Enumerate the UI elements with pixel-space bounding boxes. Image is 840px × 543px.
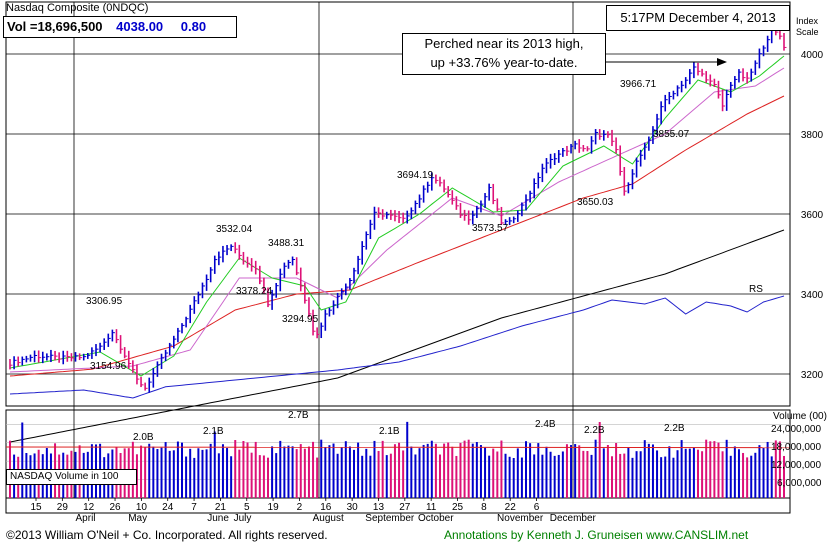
volume-axis-title: Volume (00) bbox=[773, 411, 827, 422]
footer-credit: Annotations by Kenneth J. Gruneisen www.… bbox=[444, 528, 749, 542]
quote-box: Vol =18,696,500 4038.00 0.80 bbox=[3, 16, 237, 38]
date-tick-label: 10 bbox=[136, 502, 148, 513]
footer-copyright: ©2013 William O'Neil + Co. Incorporated.… bbox=[6, 528, 328, 542]
price-tick-label: 3800 bbox=[801, 130, 824, 141]
price-annotation-label: 3694.19 bbox=[397, 170, 434, 181]
date-tick-label: 27 bbox=[399, 502, 411, 513]
scale-label-line-1: Index bbox=[796, 16, 819, 26]
change-readout: 0.80 bbox=[180, 19, 207, 34]
month-label: October bbox=[418, 513, 454, 524]
volume-tick-1: 24,000,000 bbox=[771, 424, 822, 435]
price-annotation-label: 3573.57 bbox=[472, 223, 509, 234]
price-annotation-label: 3966.71 bbox=[620, 79, 657, 90]
price-panel-frame bbox=[5, 1, 791, 407]
rs-label: RS bbox=[749, 284, 763, 295]
date-tick-label: 8 bbox=[481, 502, 487, 513]
date-tick-label: 21 bbox=[215, 502, 227, 513]
date-tick-label: 24 bbox=[162, 502, 174, 513]
volume-readout: Vol =18,696,500 bbox=[7, 19, 103, 34]
date-tick-label: 12 bbox=[83, 502, 95, 513]
price-annotation-label: 3154.96 bbox=[90, 361, 127, 372]
price-tick-label: 3200 bbox=[801, 370, 824, 381]
price-tick-label: 3400 bbox=[801, 290, 824, 301]
date-tick-label: 29 bbox=[57, 502, 69, 513]
date-tick-label: 22 bbox=[505, 502, 517, 513]
annotation-arrow-head bbox=[717, 58, 727, 66]
volume-panel-label: NASDAQ Volume in 100 bbox=[6, 469, 137, 485]
volume-panel-label-text: NASDAQ Volume in 100 bbox=[10, 471, 119, 482]
annotation-line-2: up +33.76% year-to-date. bbox=[430, 55, 578, 70]
volume-tick-3: 12,000,000 bbox=[771, 460, 822, 471]
date-tick-label: 15 bbox=[30, 502, 42, 513]
ma-mid-line bbox=[9, 67, 785, 373]
chart-ticker: (0NDQC) bbox=[102, 2, 149, 14]
volume-tick-2: 18,000,000 bbox=[771, 442, 822, 453]
date-tick-label: 6 bbox=[534, 502, 540, 513]
month-label: April bbox=[76, 513, 96, 524]
price-tick-label: 4000 bbox=[801, 50, 824, 61]
volume-annotation-label: 2.2B bbox=[664, 423, 685, 434]
ma-50-line bbox=[9, 95, 785, 377]
chart-marks bbox=[5, 24, 791, 498]
month-label: November bbox=[497, 513, 544, 524]
annotation-box: Perched near its 2013 high, up +33.76% y… bbox=[402, 33, 606, 75]
month-label: September bbox=[365, 513, 415, 524]
price-annotation-label: 3378.24 bbox=[236, 286, 273, 297]
month-label: December bbox=[550, 513, 597, 524]
volume-annotation-label: 2.7B bbox=[288, 410, 309, 421]
annotation-line-1: Perched near its 2013 high, bbox=[424, 36, 584, 51]
price-annotation-label: 3650.03 bbox=[577, 197, 614, 208]
price-annotation-label: 3294.95 bbox=[282, 314, 319, 325]
price-readout: 4038.00 bbox=[116, 19, 164, 34]
chart-title-line: Nasdaq Composite (0NDQC) bbox=[6, 2, 148, 14]
date-tick-label: 30 bbox=[347, 502, 359, 513]
scale-label-line-2: Scale bbox=[796, 27, 819, 37]
date-tick-label: 13 bbox=[373, 502, 385, 513]
month-label: May bbox=[128, 513, 147, 524]
price-annotation-label: 3532.04 bbox=[216, 224, 253, 235]
timestamp-box: 5:17PM December 4, 2013 bbox=[606, 5, 790, 31]
date-tick-label: 5 bbox=[244, 502, 250, 513]
volume-annotation-label: 2.1B bbox=[203, 426, 224, 437]
ma-short-line bbox=[9, 55, 785, 377]
date-tick-label: 11 bbox=[426, 502, 437, 513]
price-annotation-label: 3306.95 bbox=[86, 296, 123, 307]
ma-200-line bbox=[9, 229, 785, 443]
rs-line bbox=[9, 295, 785, 399]
price-annotation-label: 3855.07 bbox=[653, 129, 690, 140]
volume-average-line bbox=[5, 446, 791, 449]
timestamp: 5:17PM December 4, 2013 bbox=[620, 10, 776, 25]
date-tick-label: 26 bbox=[109, 502, 121, 513]
month-label: August bbox=[313, 513, 344, 524]
volume-annotation-label: 2.4B bbox=[535, 419, 556, 430]
month-label: July bbox=[234, 513, 252, 524]
volume-annotation-label: 2.1B bbox=[379, 426, 400, 437]
scale-label: Index Scale bbox=[796, 16, 819, 38]
price-annotation-label: 3488.31 bbox=[268, 238, 305, 249]
volume-tick-4: 6,000,000 bbox=[777, 478, 822, 489]
volume-annotation-label: 2.0B bbox=[133, 432, 154, 443]
chart-title: Nasdaq Composite bbox=[6, 2, 100, 14]
date-tick-label: 16 bbox=[320, 502, 332, 513]
price-tick-label: 3600 bbox=[801, 210, 824, 221]
date-tick-label: 7 bbox=[191, 502, 197, 513]
volume-annotation-label: 2.2B bbox=[584, 425, 605, 436]
month-label: June bbox=[207, 513, 229, 524]
date-tick-label: 19 bbox=[268, 502, 280, 513]
date-tick-label: 2 bbox=[297, 502, 303, 513]
date-tick-label: 25 bbox=[452, 502, 464, 513]
date-axis-frame bbox=[5, 497, 791, 514]
